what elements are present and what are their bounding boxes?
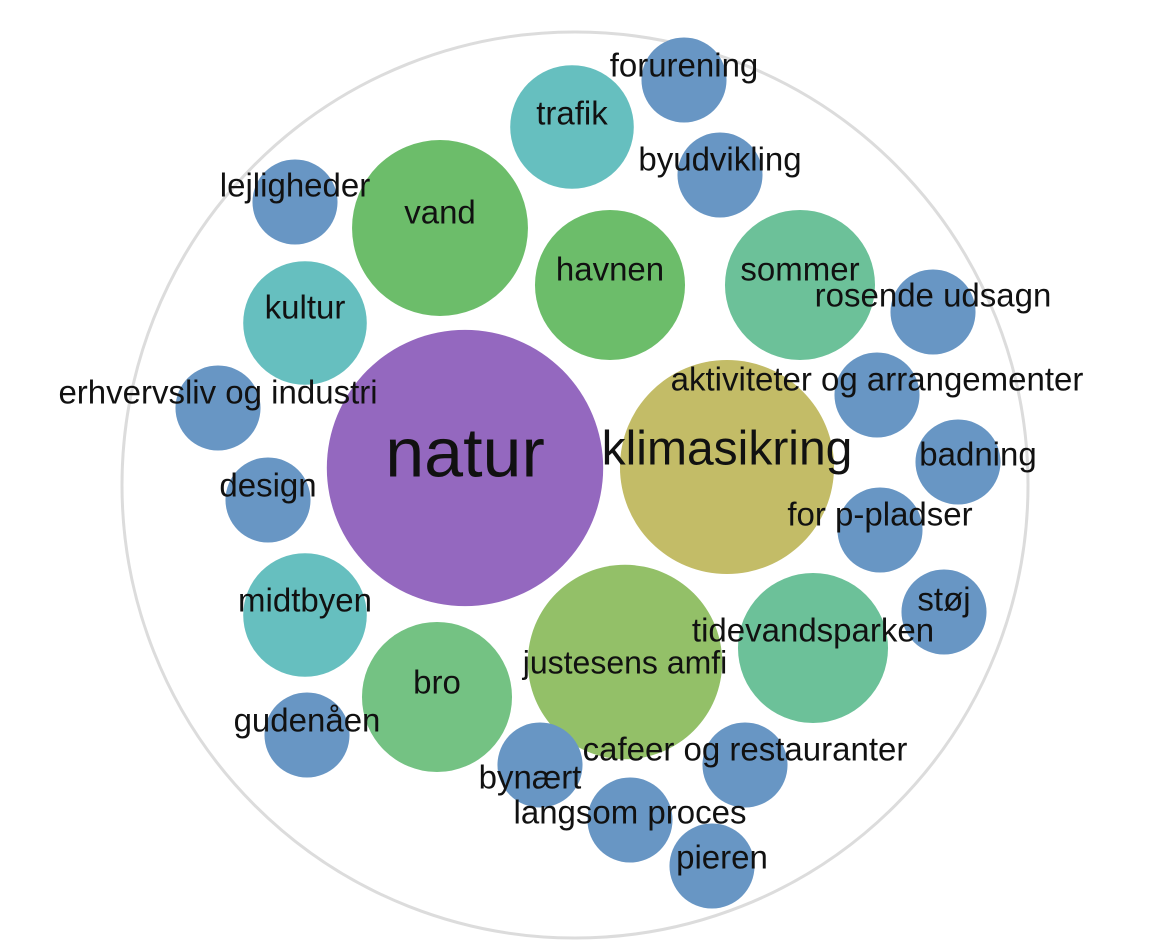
bubble [252, 159, 338, 245]
bubble-label: forurening [610, 47, 759, 84]
bubble-label: trafik [536, 95, 608, 132]
bubble-label: lejligheder [220, 167, 370, 204]
bubble [527, 564, 723, 760]
bubble [243, 261, 367, 385]
bubble-label: klimasikring [602, 423, 853, 476]
bubble-label: erhvervsliv og industri [58, 374, 377, 411]
bubble [702, 722, 788, 808]
bubble [619, 359, 835, 575]
bubble-label: bro [413, 664, 461, 701]
bubble [669, 823, 755, 909]
bubble-label: kultur [265, 289, 346, 326]
bubble-label: bynært [479, 759, 582, 796]
bubble [243, 553, 367, 677]
bubble [737, 572, 889, 724]
bubble [677, 132, 763, 218]
bubble-label: gudenåen [234, 702, 381, 739]
outer-circle [120, 30, 1030, 940]
bubble [901, 569, 987, 655]
bubble-label: langsom proces [514, 794, 747, 831]
bubble-label: badning [919, 436, 1036, 473]
bubble [326, 329, 604, 607]
bubble-label: rosende udsagn [815, 277, 1052, 314]
bubble [834, 352, 920, 438]
bubble [534, 209, 686, 361]
bubble-label: justesens amfi [522, 644, 728, 680]
bubble [497, 722, 583, 808]
bubble-label: havnen [556, 251, 664, 288]
bubble [837, 487, 923, 573]
bubble [587, 777, 673, 863]
bubble-label: design [219, 467, 316, 504]
bubble [724, 209, 876, 361]
bubble-label: tidevandsparken [692, 612, 934, 649]
bubble-label: pieren [676, 839, 768, 876]
labels: natur klimasikring justesens amfi vand havne… [58, 47, 1083, 876]
bubble-label: midtbyen [238, 582, 372, 619]
bubble [361, 621, 513, 773]
bubble-label: aktiviteter og arrangementer [671, 361, 1084, 398]
bubble-label: for p-pladser [787, 496, 972, 533]
bubble [175, 365, 261, 451]
bubble [352, 140, 528, 316]
bubble-label: cafeer og restauranter [583, 731, 908, 768]
bubble [890, 269, 976, 355]
bubble-label: sommer [740, 251, 859, 288]
bubble [264, 692, 350, 778]
bubble [915, 419, 1001, 505]
bubble-label: byudvikling [638, 141, 801, 178]
bubble [641, 37, 727, 123]
bubbles [175, 37, 1001, 909]
bubble [510, 65, 634, 189]
bubble-label: støj [917, 581, 970, 618]
bubble-label: natur [385, 413, 545, 491]
bubble-label: vand [404, 194, 476, 231]
bubble [225, 457, 311, 543]
